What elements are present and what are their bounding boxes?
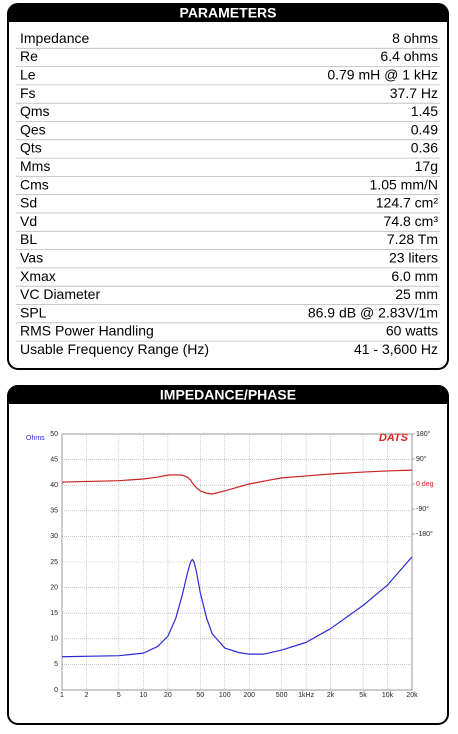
series-line (61, 469, 413, 495)
x-tick-label: 20 (164, 692, 172, 699)
x-tick-label: 100 (219, 692, 231, 699)
y2-tick-label: 180° (416, 430, 431, 438)
parameter-value: 25 mm (395, 286, 438, 302)
parameters-header (8, 4, 448, 22)
y2-tick-label: -180° (416, 530, 433, 538)
parameter-value: 124.7 cm² (376, 195, 439, 211)
y-tick-label: 25 (50, 559, 58, 566)
parameter-name: Impedance (20, 30, 89, 46)
parameter-value: 6.4 ohms (380, 48, 438, 64)
parameter-value: 86.9 dB @ 2.83V/1m (308, 304, 438, 320)
y-axis-label: Ohms (26, 435, 45, 442)
x-tick-label: 2k (327, 692, 335, 699)
parameter-value: 23 liters (389, 249, 438, 265)
y-tick-label: 5 (54, 661, 58, 668)
parameter-value: 17g (415, 158, 438, 174)
chart-header (8, 386, 448, 404)
chart: 1 2 5 10 20 50 100 200 500 1kHz 2k 5k 10k 20k05101520… (50, 430, 433, 699)
x-tick-label: 10k (382, 692, 394, 699)
y-tick-label: 0 (54, 687, 58, 694)
parameter-name: BL (20, 231, 37, 247)
chart-title: IMPEDANCE/PHASE (160, 387, 296, 403)
parameter-value: 8 ohms (392, 30, 438, 46)
y-tick-label: 15 (50, 610, 58, 617)
parameter-value: 1.45 (411, 103, 438, 119)
y-tick-label: 10 (50, 636, 58, 643)
parameter-name: VC Diameter (20, 286, 100, 302)
x-tick-label: 1 (60, 692, 64, 699)
parameter-name: Usable Frequency Range (Hz) (20, 341, 209, 357)
parameter-value: 37.7 Hz (390, 85, 438, 101)
parameter-value: 60 watts (386, 323, 438, 339)
parameter-name: Vd (20, 213, 37, 229)
parameter-value: 0.49 (411, 121, 438, 137)
parameter-name: Qes (20, 121, 46, 137)
y2-tick-label: 0 deg (416, 481, 434, 488)
parameter-name: Fs (20, 85, 36, 101)
x-tick-label: 5k (359, 692, 367, 699)
x-tick-label: 50 (196, 692, 204, 699)
x-tick-label: 20k (406, 692, 418, 699)
parameter-name: Mms (20, 158, 50, 174)
y-tick-label: 30 (50, 533, 58, 540)
y-tick-label: 35 (50, 508, 58, 515)
parameter-value: 6.0 mm (391, 268, 438, 284)
series-line (61, 556, 413, 658)
parameters-title: PARAMETERS (180, 5, 277, 21)
parameter-name: Qms (20, 103, 50, 119)
logo: DATS (379, 432, 409, 444)
y-tick-label: 20 (50, 584, 58, 591)
x-tick-label: 500 (276, 692, 288, 699)
parameter-value: 41 - 3,600 Hz (354, 341, 438, 357)
parameter-name: Cms (20, 176, 49, 192)
y2-tick-label: 90° (416, 455, 427, 463)
parameter-value: 0.36 (411, 140, 438, 156)
y-tick-label: 40 (50, 482, 58, 489)
parameter-name: Vas (20, 249, 43, 265)
parameter-value: 74.8 cm³ (384, 213, 439, 229)
y-tick-label: 50 (50, 431, 58, 438)
x-tick-label: 2 (85, 692, 89, 699)
x-tick-label: 5 (117, 692, 121, 699)
parameter-rows: Impedance 8 ohms Re 6.4 ohms Le 0.79 mH @ 1 k… (16, 30, 440, 357)
y2-tick-label: -90° (416, 505, 429, 513)
x-tick-label: 200 (243, 692, 255, 699)
parameter-name: RMS Power Handling (20, 323, 154, 339)
parameter-name: Re (20, 48, 38, 64)
parameter-value: 0.79 mH @ 1 kHz (327, 66, 438, 82)
y-tick-label: 45 (50, 456, 58, 463)
parameter-value: 1.05 mm/N (370, 176, 438, 192)
parameter-name: SPL (20, 304, 47, 320)
parameter-name: Sd (20, 195, 37, 211)
parameter-name: Le (20, 66, 36, 82)
parameter-value: 7.28 Tm (387, 231, 438, 247)
x-tick-label: 10 (139, 692, 147, 699)
parameter-name: Qts (20, 140, 42, 156)
x-tick-label: 1kHz (298, 692, 314, 699)
parameter-name: Xmax (20, 268, 56, 284)
